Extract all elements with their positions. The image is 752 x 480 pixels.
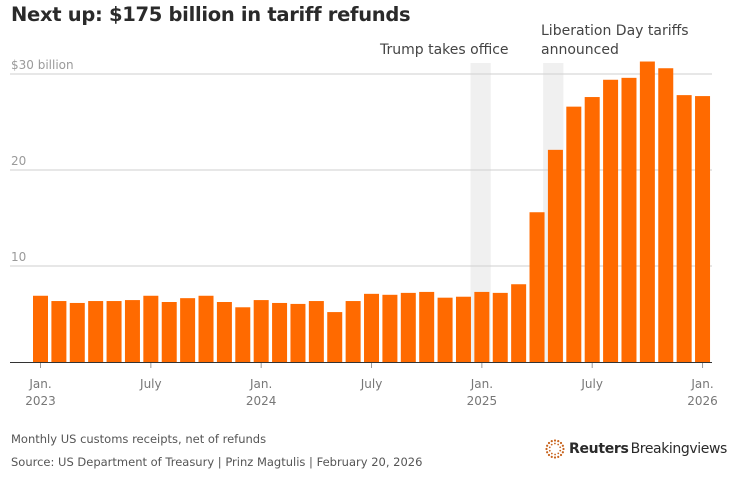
- bar-2023-04: [88, 301, 104, 362]
- x-tick-label: Jan.: [28, 377, 51, 391]
- annotation-label-2: Liberation Day tariffs: [541, 23, 689, 39]
- bar-2023-01: [33, 295, 48, 362]
- annotation-label-2: announced: [541, 42, 619, 58]
- bar-2025-03: [511, 284, 527, 362]
- bar-2024-06: [345, 301, 361, 362]
- bar-2023-05: [106, 301, 122, 362]
- logo-dot: [554, 453, 556, 456]
- bar-2024-01: [253, 300, 269, 362]
- bar-2024-08: [382, 294, 398, 362]
- x-tick-year-label: 2025: [467, 394, 498, 408]
- x-tick-label: Jan.: [470, 377, 493, 391]
- brand-logo-block: Reuters Breakingviews: [545, 439, 727, 459]
- logo-dot: [547, 453, 551, 457]
- bar-2023-10: [198, 295, 214, 362]
- chart-title: Next up: $175 billion in tariff refunds: [11, 3, 411, 26]
- logo-dot: [557, 452, 560, 455]
- logo-dot: [546, 444, 549, 447]
- logo-dot: [545, 447, 548, 451]
- chart-note: Monthly US customs receipts, net of refu…: [11, 432, 267, 446]
- bars: [33, 61, 711, 363]
- annotation-shade-1: [470, 63, 491, 362]
- logo-dot: [548, 449, 551, 452]
- x-tick-label: July: [360, 377, 383, 391]
- logo-dot: [553, 456, 557, 459]
- bar-2024-10: [419, 291, 435, 362]
- bar-2023-07: [143, 295, 159, 362]
- logo-dot: [559, 446, 562, 449]
- logo-dot: [561, 451, 564, 454]
- bar-2025-11: [658, 68, 674, 363]
- logo-dot: [547, 441, 551, 445]
- bar-2023-12: [235, 307, 251, 362]
- logo-dot: [550, 455, 553, 458]
- bar-2025-10: [639, 61, 655, 363]
- bar-2025-04: [529, 212, 545, 362]
- x-tick-year-label: 2023: [25, 394, 56, 408]
- logo-dot: [557, 443, 560, 446]
- bar-2024-07: [364, 293, 380, 362]
- bar-2024-03: [290, 303, 306, 362]
- chart-area: 10 20 $30 billion Jan. 2023 July Jan. 2024 July…: [10, 23, 718, 408]
- bar-2023-09: [180, 298, 196, 362]
- bar-2024-04: [308, 301, 324, 362]
- logo-dot: [548, 446, 551, 449]
- bar-2023-08: [161, 302, 177, 362]
- bar-2023-06: [124, 300, 140, 362]
- bar-2024-12: [455, 296, 471, 362]
- bar-2025-01: [474, 291, 490, 362]
- bar-2024-05: [327, 312, 343, 362]
- bar-2023-02: [51, 301, 67, 362]
- bar-2024-11: [437, 297, 453, 362]
- bar-2025-06: [566, 106, 582, 362]
- x-tick-label: July: [580, 377, 603, 391]
- y-tick-label: 20: [11, 154, 26, 168]
- logo-dot: [561, 444, 564, 447]
- logo-dot: [559, 453, 563, 457]
- x-axis: Jan. 2023 July Jan. 2024 July Jan. 2025 July Jan.…: [10, 362, 718, 408]
- logo-dot: [562, 447, 565, 451]
- brand-name-light: Breakingviews: [630, 441, 728, 457]
- y-tick-label: $30 billion: [11, 58, 74, 72]
- x-tick-year-label: 2024: [246, 394, 277, 408]
- bar-2025-12: [676, 95, 692, 363]
- bar-2025-09: [621, 77, 637, 362]
- logo-dot: [550, 452, 553, 455]
- y-tick-label: 10: [11, 250, 26, 264]
- x-tick-label: July: [139, 377, 162, 391]
- x-tick-year-label: 2026: [687, 394, 718, 408]
- logo-dot: [550, 440, 553, 443]
- reuters-logo-icon: [545, 439, 565, 459]
- logo-dot: [553, 439, 557, 442]
- bar-2025-05: [547, 149, 563, 362]
- logo-dot: [546, 451, 549, 454]
- brand-name-bold: Reuters: [569, 441, 629, 457]
- bar-2025-07: [584, 97, 600, 362]
- logo-dot: [550, 443, 553, 446]
- chart-source: Source: US Department of Treasury | Prin…: [11, 455, 423, 469]
- logo-dot: [557, 455, 560, 458]
- bar-2025-02: [492, 292, 508, 362]
- logo-dot: [557, 440, 560, 443]
- x-tick-label: Jan.: [249, 377, 272, 391]
- bar-2025-08: [603, 79, 619, 362]
- bar-2023-03: [69, 302, 85, 362]
- logo-dot: [559, 449, 562, 452]
- bar-2024-09: [400, 292, 416, 362]
- annotation-label-1: Trump takes office: [379, 42, 509, 58]
- annotations: Trump takes office Liberation Day tariffs…: [379, 23, 689, 58]
- logo-dot: [554, 442, 556, 445]
- bar-2024-02: [272, 302, 288, 362]
- bar-2026-01: [695, 96, 711, 362]
- x-tick-label: Jan.: [690, 377, 713, 391]
- bar-2023-11: [216, 302, 232, 362]
- logo-dot: [559, 441, 563, 445]
